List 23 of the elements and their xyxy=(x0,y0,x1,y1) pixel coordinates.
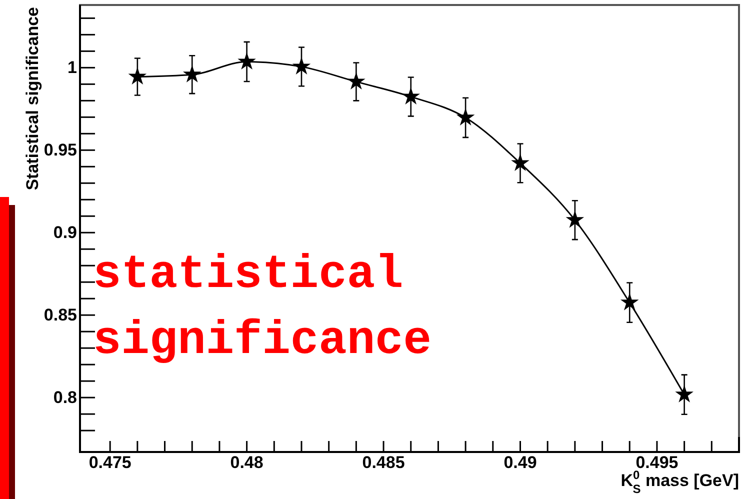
y-tick-label: 0.9 xyxy=(53,223,77,242)
point xyxy=(184,66,200,82)
x-tick-label: 0.49 xyxy=(504,453,537,472)
annotation: statistical significance xyxy=(93,249,432,368)
x-axis-title: K$^{0}$$_{S}$ mass [GeV] xyxy=(620,468,739,496)
x-tick-label: 0.485 xyxy=(362,453,405,472)
point xyxy=(129,68,146,84)
x-tick-label: 0.475 xyxy=(88,453,132,472)
point xyxy=(238,53,255,69)
point xyxy=(566,212,584,228)
point xyxy=(457,109,474,125)
y-tick-label: 0.8 xyxy=(53,388,77,408)
point xyxy=(402,88,419,104)
point xyxy=(676,386,692,402)
x-tick-label: 0.48 xyxy=(230,453,264,472)
point xyxy=(348,73,364,89)
point xyxy=(622,294,638,310)
y-tick-label: 0.95 xyxy=(44,140,77,160)
y-tick-label: 1 xyxy=(68,58,77,78)
point xyxy=(293,58,310,74)
point xyxy=(512,154,528,170)
y-axis-title: Statistical significance xyxy=(23,7,42,190)
y-tick-label: 0.85 xyxy=(44,306,77,325)
